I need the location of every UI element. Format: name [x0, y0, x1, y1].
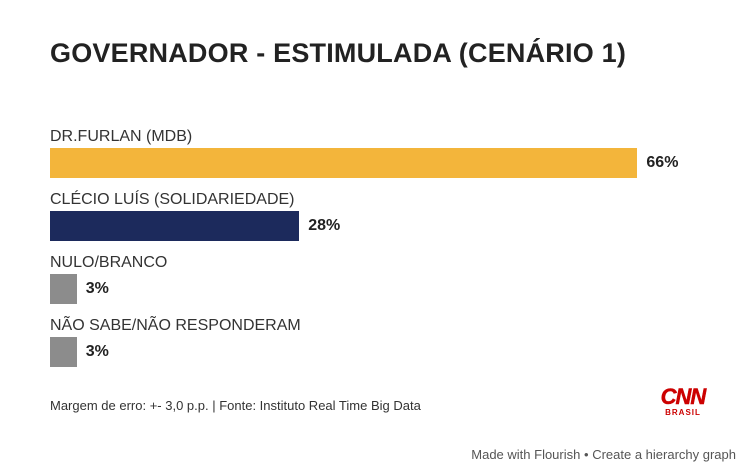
bar: [50, 148, 638, 178]
logo-sub-text: BRASIL: [665, 408, 701, 417]
made-with-flourish-link[interactable]: Made with Flourish: [471, 447, 581, 462]
source-note: Margem de erro: +- 3,0 p.p. | Fonte: Ins…: [50, 398, 421, 413]
bar-chart: DR.FURLAN (MDB) 66% CLÉCIO LUÍS (SOLIDARIE…: [50, 128, 730, 368]
bar-label: NÃO SABE/NÃO RESPONDERAM: [50, 317, 301, 334]
bar-value-label: 3%: [85, 343, 109, 360]
bar-label: DR.FURLAN (MDB): [50, 128, 193, 145]
cnn-brasil-logo: CNN BRASIL: [660, 384, 706, 424]
bar-label: CLÉCIO LUÍS (SOLIDARIEDADE): [50, 191, 295, 208]
bar-value-label: 66%: [646, 154, 679, 171]
chart-title: GOVERNADOR - ESTIMULADA (CENÁRIO 1): [50, 38, 627, 68]
attribution-separator: •: [584, 447, 589, 462]
create-graph-link[interactable]: Create a hierarchy graph: [592, 447, 736, 462]
bar-label: NULO/BRANCO: [50, 254, 168, 271]
flourish-attribution: Made with Flourish • Create a hierarchy …: [471, 447, 736, 462]
bar: [50, 337, 77, 367]
bar: [50, 211, 300, 241]
bar: [50, 274, 77, 304]
bar-value-label: 3%: [85, 280, 109, 297]
logo-main-text: CNN: [660, 384, 706, 409]
bar-value-label: 28%: [308, 217, 341, 234]
